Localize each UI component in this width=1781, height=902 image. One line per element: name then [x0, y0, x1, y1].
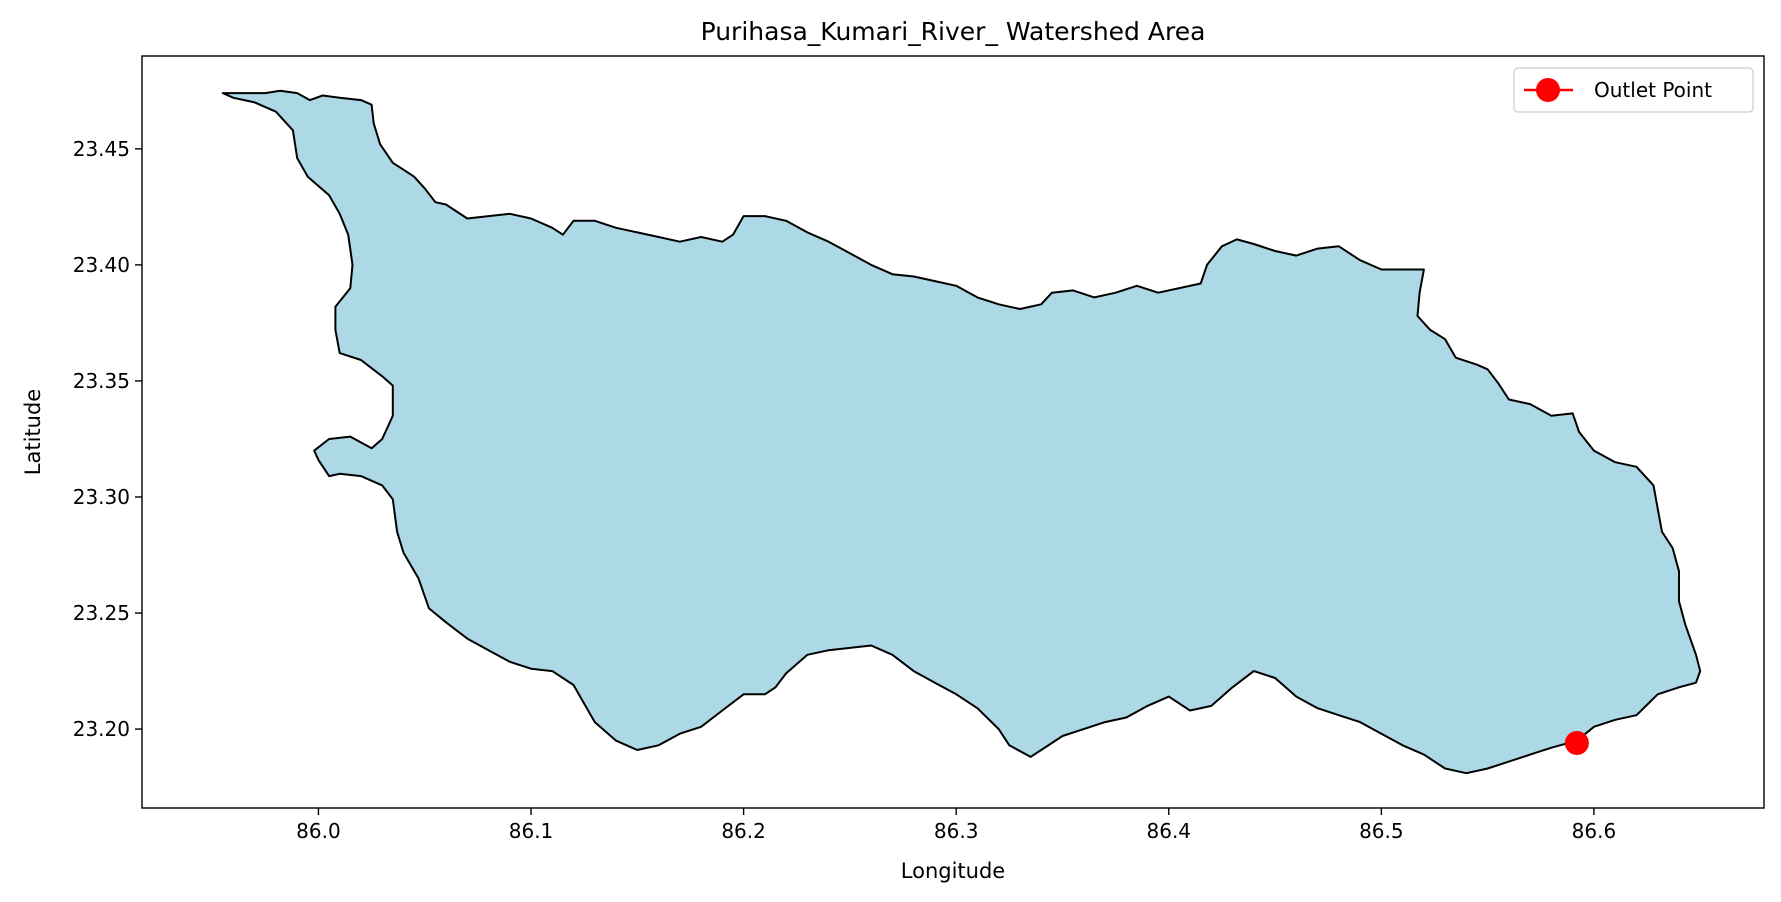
x-tick-label: 86.2 [721, 819, 766, 843]
legend: Outlet Point [1513, 67, 1754, 113]
y-tick-label: 23.30 [73, 485, 130, 509]
y-tick-label: 23.20 [73, 717, 130, 741]
y-tick-label: 23.35 [73, 369, 130, 393]
x-tick-label: 86.3 [934, 819, 979, 843]
y-axis-label: Latitude [21, 389, 45, 475]
legend-label: Outlet Point [1594, 78, 1712, 102]
outlet-point-marker [1564, 731, 1589, 755]
x-axis-ticks: 86.0 86.1 86.2 86.3 86.4 86.5 86.6 [296, 808, 1616, 843]
y-tick-label: 23.45 [73, 137, 130, 161]
plot-frame [141, 55, 1765, 809]
watershed-polygon [221, 89, 1702, 775]
x-tick-label: 86.6 [1572, 819, 1617, 843]
x-axis-label: Longitude [901, 859, 1005, 883]
y-tick-label: 23.25 [73, 601, 130, 625]
x-tick-label: 86.1 [509, 819, 554, 843]
y-axis-ticks: 23.20 23.25 23.30 23.35 23.40 23.45 [73, 137, 142, 741]
x-tick-label: 86.0 [296, 819, 341, 843]
legend-marker-icon [1536, 78, 1560, 102]
y-tick-label: 23.40 [73, 253, 130, 277]
x-tick-label: 86.4 [1147, 819, 1192, 843]
chart-title: Purihasa_Kumari_River_ Watershed Area [701, 17, 1206, 46]
legend-box [1513, 67, 1754, 113]
x-tick-label: 86.5 [1359, 819, 1404, 843]
